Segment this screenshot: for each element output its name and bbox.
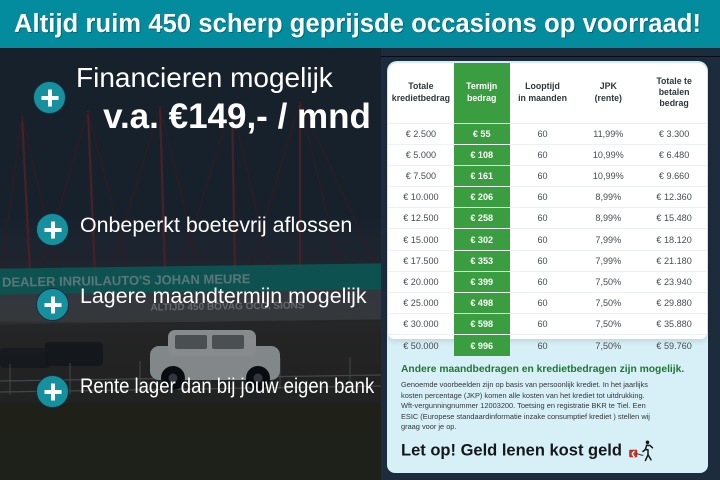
svg-text:❮: ❮: [630, 450, 635, 457]
